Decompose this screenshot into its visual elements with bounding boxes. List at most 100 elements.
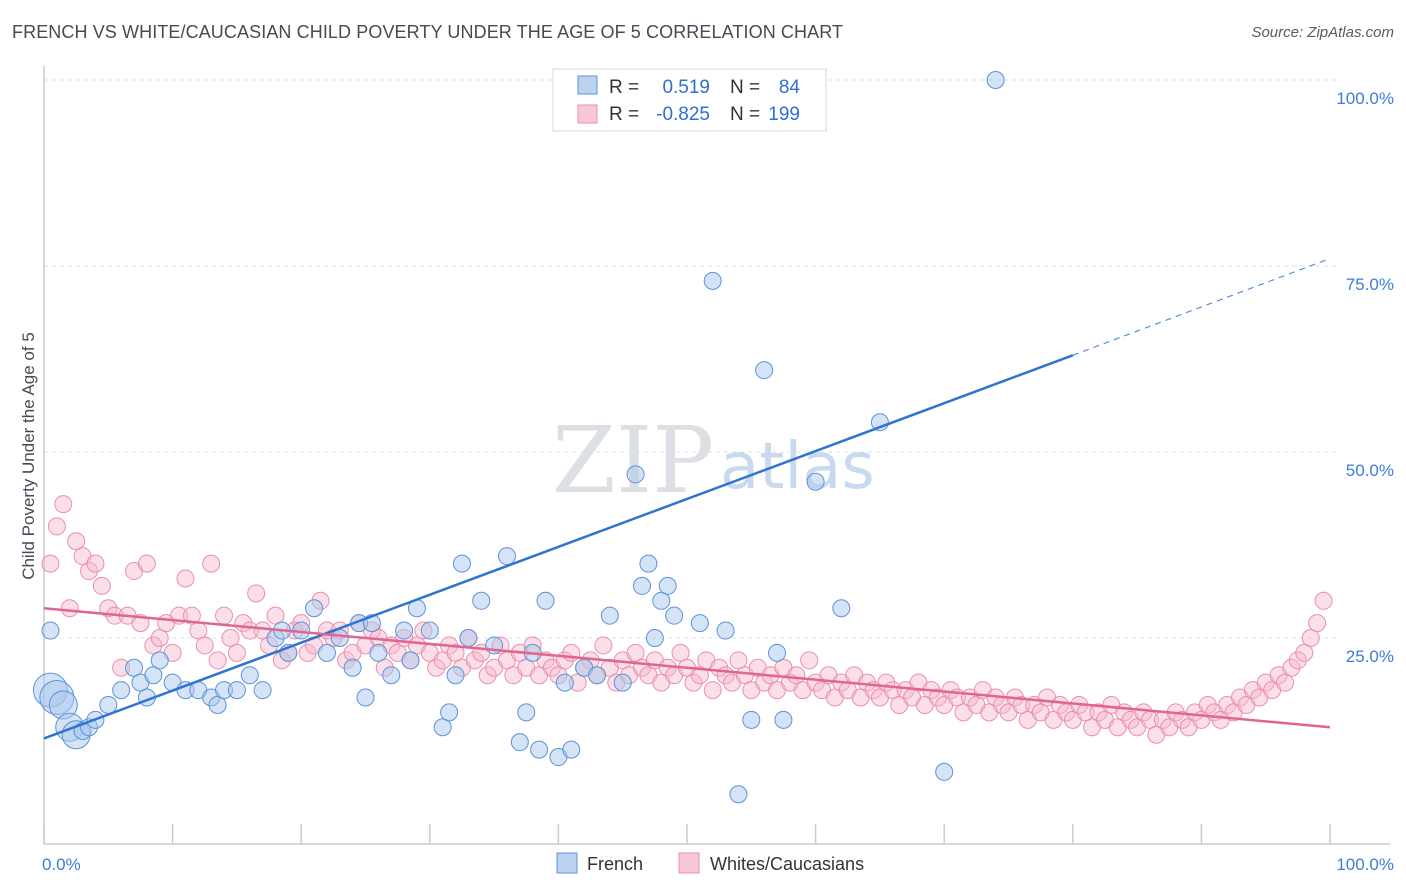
point-french-66 bbox=[652, 591, 671, 610]
point-white-35 bbox=[266, 606, 285, 625]
point-french-36 bbox=[369, 643, 388, 662]
point-white-60 bbox=[427, 658, 446, 677]
point-french-11 bbox=[125, 658, 144, 677]
point-french-38 bbox=[395, 621, 414, 640]
y-tick-label-3: 100.0% bbox=[1336, 89, 1394, 108]
point-french-45 bbox=[452, 554, 471, 573]
point-french-46 bbox=[459, 629, 478, 647]
point-french-31 bbox=[330, 629, 349, 647]
point-white-91 bbox=[626, 643, 645, 662]
point-white-8 bbox=[92, 576, 111, 595]
point-white-196 bbox=[1301, 629, 1320, 647]
point-white-140 bbox=[941, 681, 960, 700]
x-tick-label-min: 0.0% bbox=[42, 855, 81, 874]
point-french-49 bbox=[497, 547, 516, 566]
y-tick-label-0: 25.0% bbox=[1346, 647, 1394, 666]
y-tick-label-1: 50.0% bbox=[1346, 461, 1394, 480]
point-french-62 bbox=[626, 465, 645, 484]
point-french-30 bbox=[317, 643, 336, 662]
point-french-47 bbox=[472, 591, 491, 610]
point-white-194 bbox=[1288, 651, 1307, 670]
point-french-0 bbox=[41, 621, 60, 640]
point-french-29 bbox=[305, 599, 324, 618]
legend-r-label-white: R = bbox=[609, 104, 639, 125]
point-white-107 bbox=[729, 651, 748, 670]
point-french-83 bbox=[986, 71, 1005, 89]
point-french-10 bbox=[112, 681, 131, 700]
legend-n-value-french: 84 bbox=[779, 77, 801, 98]
point-french-34 bbox=[356, 688, 375, 707]
legend-n-label-french: N = bbox=[730, 77, 760, 98]
point-french-73 bbox=[729, 785, 748, 804]
axes bbox=[43, 66, 1390, 845]
bottom-legend: French Whites/Caucasians bbox=[556, 852, 864, 874]
watermark-zip: ZIP bbox=[552, 407, 714, 514]
point-french-56 bbox=[555, 673, 574, 692]
point-white-14 bbox=[131, 614, 150, 633]
legend-n-label-white: N = bbox=[730, 104, 760, 125]
x-tick-label-max: 100.0% bbox=[1336, 855, 1394, 874]
point-french-63 bbox=[632, 576, 651, 595]
point-white-25 bbox=[202, 554, 221, 573]
legend-swatch-white bbox=[577, 104, 598, 124]
bottom-legend-swatch-white bbox=[678, 852, 700, 874]
point-french-42 bbox=[433, 718, 452, 737]
legend-n-value-white: 199 bbox=[768, 104, 800, 125]
y-axis-label: Child Poverty Under the Age of 5 bbox=[19, 332, 38, 580]
point-white-2 bbox=[54, 495, 73, 514]
legend-box bbox=[552, 68, 827, 132]
point-white-29 bbox=[227, 643, 246, 662]
point-white-16 bbox=[144, 636, 163, 655]
point-french-74 bbox=[742, 710, 761, 729]
point-french-68 bbox=[665, 606, 684, 625]
bottom-legend-label-french: French bbox=[587, 854, 643, 874]
point-white-15 bbox=[137, 554, 156, 573]
point-white-63 bbox=[446, 643, 465, 662]
point-white-28 bbox=[221, 629, 240, 647]
legend-swatch-french bbox=[577, 75, 598, 95]
chart-title: FRENCH VS WHITE/CAUCASIAN CHILD POVERTY … bbox=[12, 22, 844, 42]
point-french-53 bbox=[530, 740, 549, 759]
point-white-0 bbox=[41, 554, 60, 573]
point-white-9 bbox=[99, 599, 118, 618]
legend-r-value-french: 0.519 bbox=[662, 77, 710, 98]
point-white-86 bbox=[594, 636, 613, 655]
point-french-22 bbox=[227, 681, 246, 700]
point-french-70 bbox=[690, 614, 709, 633]
point-white-24 bbox=[195, 636, 214, 655]
legend-r-value-white: -0.825 bbox=[656, 104, 710, 125]
point-french-59 bbox=[587, 666, 606, 685]
point-white-27 bbox=[215, 606, 234, 625]
point-white-21 bbox=[176, 569, 195, 588]
point-french-15 bbox=[150, 651, 169, 670]
point-white-4 bbox=[67, 532, 86, 551]
series-white-points bbox=[41, 495, 1333, 744]
point-white-26 bbox=[208, 651, 227, 670]
trend-lines bbox=[43, 257, 1331, 740]
point-white-101 bbox=[690, 666, 709, 685]
point-white-1 bbox=[47, 517, 66, 536]
point-french-71 bbox=[703, 271, 722, 290]
point-white-195 bbox=[1295, 643, 1314, 662]
source-label: Source: ZipAtlas.com bbox=[1251, 24, 1394, 41]
y-tick-labels: 25.0% 50.0% 75.0% 100.0% bbox=[1336, 89, 1394, 666]
trend-line-french-extension bbox=[1072, 257, 1331, 356]
point-french-43 bbox=[440, 703, 459, 722]
point-white-170 bbox=[1134, 703, 1153, 722]
point-white-151 bbox=[1012, 695, 1031, 714]
point-french-57 bbox=[562, 740, 581, 759]
point-french-80 bbox=[832, 599, 851, 618]
point-french-44 bbox=[446, 666, 465, 685]
point-white-197 bbox=[1308, 614, 1327, 633]
point-white-98 bbox=[671, 643, 690, 662]
point-white-3 bbox=[60, 599, 79, 618]
point-french-37 bbox=[382, 666, 401, 685]
watermark-atlas: atlas bbox=[720, 430, 875, 504]
gridlines bbox=[44, 79, 1340, 639]
point-white-103 bbox=[703, 681, 722, 700]
point-white-66 bbox=[465, 651, 484, 670]
bottom-legend-swatch-french bbox=[556, 852, 578, 874]
point-french-24 bbox=[253, 681, 272, 700]
point-white-32 bbox=[247, 584, 266, 603]
point-french-14 bbox=[144, 666, 163, 685]
